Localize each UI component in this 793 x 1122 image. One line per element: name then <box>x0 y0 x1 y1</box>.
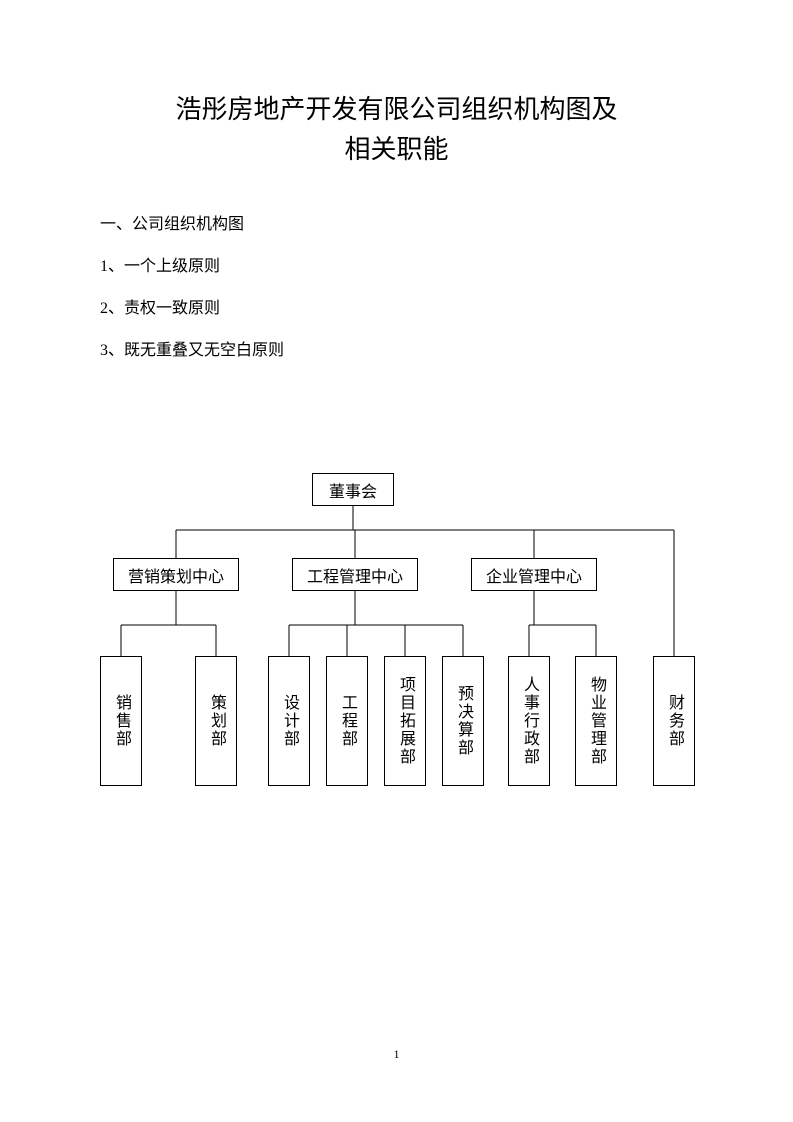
node-l3-design: 设计部 <box>268 656 310 786</box>
node-l3-budget: 预决算部 <box>442 656 484 786</box>
node-l3-sales: 销售部 <box>100 656 142 786</box>
page-number: 1 <box>0 1047 793 1062</box>
node-l3-finance: 财务部 <box>653 656 695 786</box>
node-l2-marketing: 营销策划中心 <box>113 558 239 591</box>
node-l2-enterprise: 企业管理中心 <box>471 558 597 591</box>
node-l3-hr: 人事行政部 <box>508 656 550 786</box>
node-l3-project: 项目拓展部 <box>384 656 426 786</box>
node-l3-property: 物业管理部 <box>575 656 617 786</box>
node-root: 董事会 <box>312 473 394 506</box>
node-l3-eng: 工程部 <box>326 656 368 786</box>
node-l2-engineering: 工程管理中心 <box>292 558 418 591</box>
org-chart: 董事会营销策划中心 工程管理中心 企业管理中心销售部 策划部设计部工程部项目拓展部预决… <box>0 0 793 1122</box>
node-l3-planning: 策划部 <box>195 656 237 786</box>
